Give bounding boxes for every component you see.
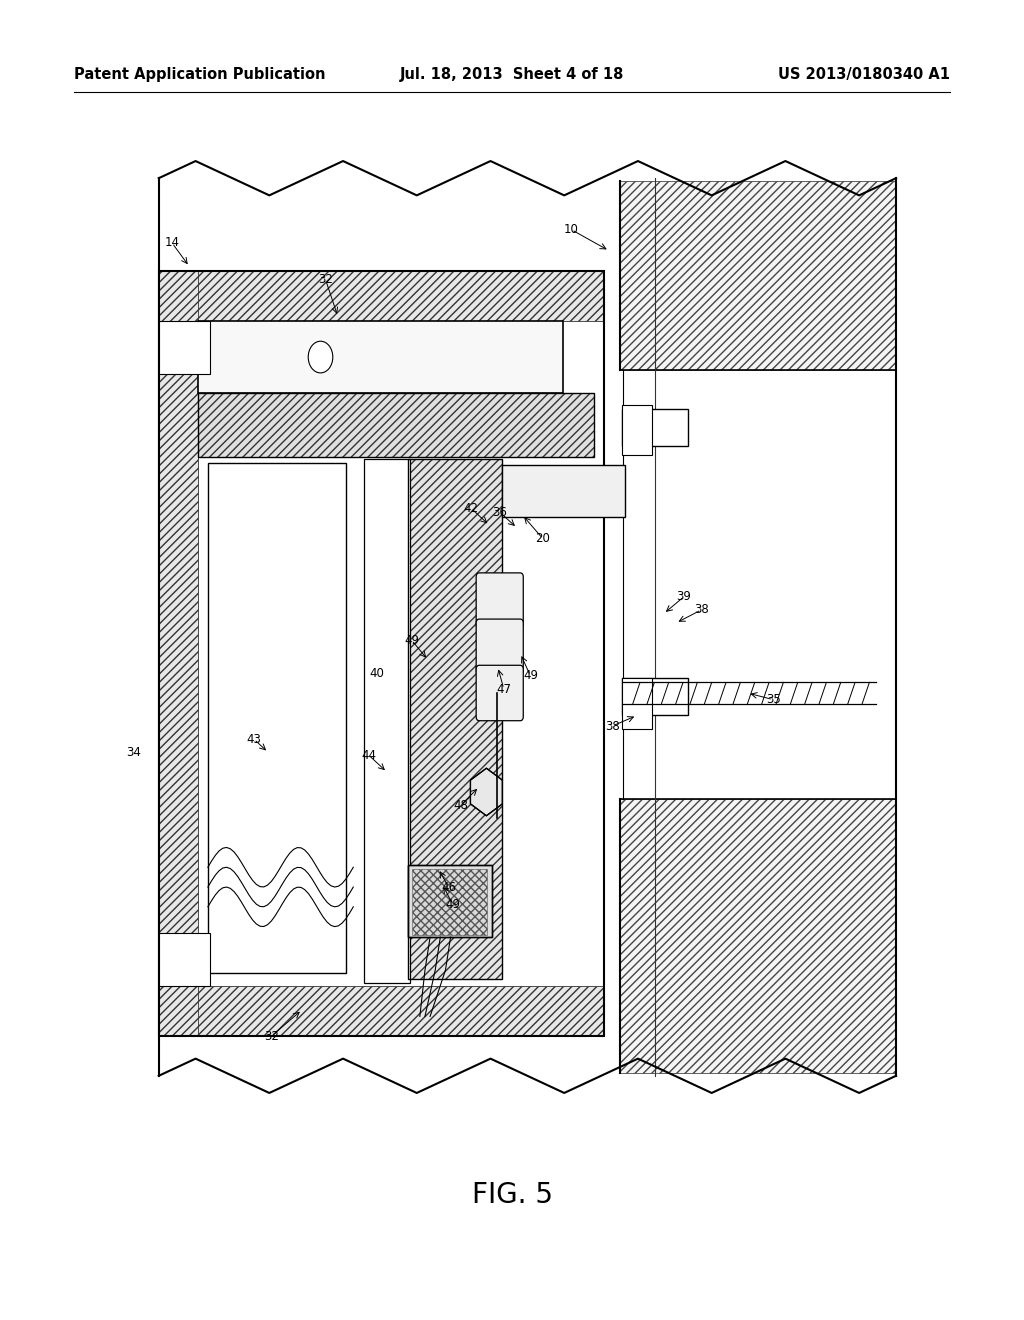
Bar: [622, 678, 688, 715]
Text: 32: 32: [318, 273, 333, 286]
Text: 46: 46: [441, 880, 456, 894]
Bar: [159, 321, 210, 374]
Bar: [620, 799, 896, 1073]
Text: Patent Application Publication: Patent Application Publication: [74, 67, 326, 82]
Text: 20: 20: [536, 532, 550, 545]
Text: 34: 34: [126, 746, 140, 759]
Text: 10: 10: [564, 223, 579, 236]
Text: 47: 47: [497, 682, 511, 696]
Text: Jul. 18, 2013  Sheet 4 of 18: Jul. 18, 2013 Sheet 4 of 18: [399, 67, 625, 82]
Text: 39: 39: [677, 590, 691, 603]
Text: 44: 44: [361, 748, 376, 762]
Text: 38: 38: [605, 719, 620, 733]
Bar: [408, 459, 502, 979]
Bar: [502, 465, 625, 517]
Text: 35: 35: [766, 693, 780, 706]
Bar: [620, 181, 896, 370]
Polygon shape: [470, 768, 503, 816]
Bar: [622, 405, 652, 455]
Circle shape: [308, 341, 333, 372]
Bar: [620, 370, 896, 799]
Text: 49: 49: [523, 669, 538, 682]
Bar: [198, 393, 594, 457]
Bar: [408, 459, 502, 979]
Bar: [622, 678, 652, 729]
Text: 49: 49: [445, 898, 460, 911]
Text: 48: 48: [454, 799, 468, 812]
Bar: [159, 271, 604, 321]
Bar: [408, 865, 492, 937]
Text: 36: 36: [493, 506, 507, 519]
Bar: [159, 271, 604, 1036]
Bar: [159, 933, 210, 986]
Text: 42: 42: [464, 502, 478, 515]
Bar: [412, 869, 487, 935]
FancyBboxPatch shape: [476, 573, 523, 628]
Text: 14: 14: [165, 236, 179, 249]
Bar: [198, 321, 563, 393]
Bar: [364, 459, 410, 983]
FancyBboxPatch shape: [476, 619, 523, 675]
Text: 49: 49: [404, 634, 419, 647]
Text: 32: 32: [264, 1030, 279, 1043]
FancyBboxPatch shape: [476, 665, 523, 721]
Text: US 2013/0180340 A1: US 2013/0180340 A1: [778, 67, 950, 82]
Bar: [208, 463, 346, 973]
Text: 43: 43: [247, 733, 261, 746]
Text: 40: 40: [370, 667, 384, 680]
Bar: [620, 181, 896, 1073]
Bar: [159, 986, 604, 1036]
Bar: [622, 409, 688, 446]
Bar: [408, 865, 492, 937]
Text: 38: 38: [694, 603, 709, 616]
Bar: [159, 271, 198, 1036]
Text: FIG. 5: FIG. 5: [471, 1180, 553, 1209]
Bar: [198, 393, 594, 457]
